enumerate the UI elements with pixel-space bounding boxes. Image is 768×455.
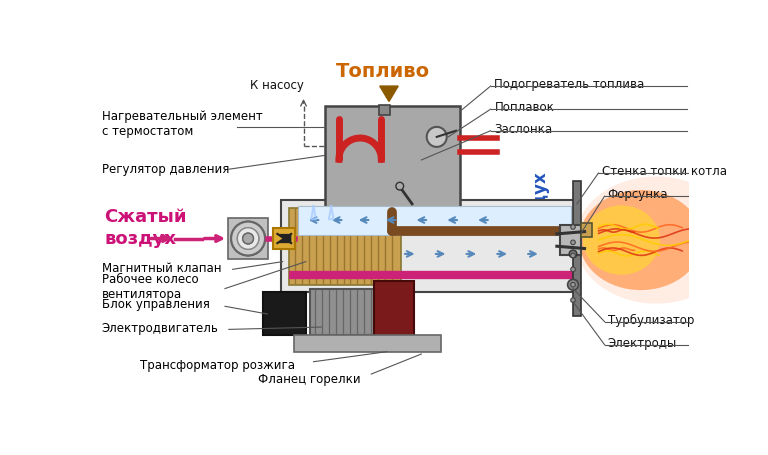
Text: К насосу: К насосу bbox=[250, 79, 304, 92]
Text: Топливо: Топливо bbox=[336, 62, 430, 81]
Text: Электродвигатель: Электродвигатель bbox=[102, 322, 219, 334]
Text: Поплавок: Поплавок bbox=[495, 101, 554, 114]
Polygon shape bbox=[277, 234, 291, 243]
Bar bbox=[310, 289, 390, 335]
Text: Фланец горелки: Фланец горелки bbox=[258, 372, 361, 385]
Circle shape bbox=[231, 222, 265, 256]
Text: Сжатый
воздух: Сжатый воздух bbox=[104, 207, 187, 248]
Bar bbox=[228, 219, 268, 259]
Ellipse shape bbox=[579, 191, 703, 290]
Circle shape bbox=[237, 228, 259, 250]
Polygon shape bbox=[379, 87, 399, 102]
Circle shape bbox=[568, 280, 578, 290]
Text: Подогреватель топлива: Подогреватель топлива bbox=[495, 78, 644, 91]
Text: Нагревательный элемент
с термостатом: Нагревательный элемент с термостатом bbox=[102, 110, 263, 138]
Circle shape bbox=[231, 222, 265, 256]
Bar bbox=[573, 182, 581, 316]
Text: Воздух: Воздух bbox=[530, 170, 548, 239]
Bar bbox=[373, 281, 414, 343]
Polygon shape bbox=[277, 234, 291, 243]
Circle shape bbox=[571, 253, 575, 258]
Circle shape bbox=[569, 251, 577, 258]
Circle shape bbox=[243, 233, 253, 244]
Text: Магнитный клапан: Магнитный клапан bbox=[102, 262, 221, 275]
Circle shape bbox=[571, 241, 575, 245]
Circle shape bbox=[237, 228, 259, 250]
Circle shape bbox=[571, 268, 575, 272]
Bar bbox=[289, 208, 401, 285]
Bar bbox=[263, 293, 306, 335]
Text: Заслонка: Заслонка bbox=[495, 123, 553, 136]
Text: Электроды: Электроды bbox=[607, 336, 677, 349]
Text: Регулятор давления: Регулятор давления bbox=[102, 162, 229, 176]
Circle shape bbox=[571, 225, 575, 230]
Circle shape bbox=[571, 298, 575, 303]
Bar bbox=[379, 105, 389, 116]
Text: Форсунка: Форсунка bbox=[607, 188, 668, 201]
Bar bbox=[281, 201, 574, 293]
Bar bbox=[325, 107, 460, 213]
Circle shape bbox=[427, 127, 447, 147]
Text: Рабочее колесо
вентилятора: Рабочее колесо вентилятора bbox=[102, 273, 198, 301]
Bar bbox=[273, 228, 295, 250]
Ellipse shape bbox=[583, 206, 660, 275]
Circle shape bbox=[396, 183, 404, 191]
Text: Турбулизатор: Турбулизатор bbox=[607, 313, 694, 326]
Circle shape bbox=[571, 283, 575, 288]
Bar bbox=[581, 223, 592, 238]
Circle shape bbox=[243, 233, 253, 244]
Bar bbox=[298, 207, 571, 236]
Bar bbox=[294, 335, 441, 352]
Bar bbox=[560, 225, 581, 256]
Text: Трансформатор розжига: Трансформатор розжига bbox=[140, 358, 295, 371]
Text: Блок управления: Блок управления bbox=[102, 298, 210, 311]
Ellipse shape bbox=[575, 177, 737, 304]
Text: Стенка топки котла: Стенка топки котла bbox=[602, 165, 727, 178]
